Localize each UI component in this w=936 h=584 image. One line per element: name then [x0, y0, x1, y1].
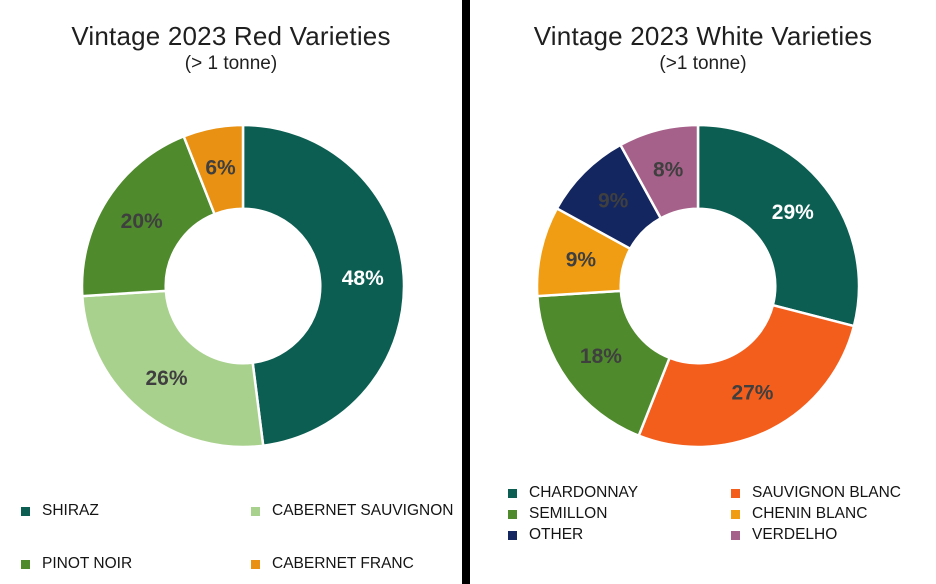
- legend-label-cabernet-franc: CABERNET FRANC: [272, 555, 414, 572]
- legend-label-chardonnay: CHARDONNAY: [529, 484, 639, 501]
- legend-swatch-semillon: [508, 509, 517, 519]
- legend-label-chenin-blanc: CHENIN BLANC: [752, 505, 868, 522]
- segment-pinot-noir: [80, 135, 216, 298]
- legend-swatch-shiraz: [21, 506, 30, 516]
- legend-label-pinot-noir: PINOT NOIR: [42, 555, 133, 572]
- legend-item-chardonnay: CHARDONNAY: [508, 484, 638, 502]
- white-varieties-subtitle: (>1 tonne): [659, 53, 747, 74]
- segment-shiraz: [241, 123, 406, 447]
- legend-item-chenin-blanc: CHENIN BLANC: [731, 505, 867, 523]
- segment-chardonnay: [696, 123, 861, 328]
- data-label-sauvignon-blanc: 27%: [731, 381, 773, 404]
- white-varieties-donut: 29% 27% 18% 9% 9% 8%: [535, 123, 861, 449]
- data-label-semillon: 18%: [580, 345, 622, 368]
- legend-label-sauvignon-blanc: SAUVIGNON BLANC: [752, 484, 902, 501]
- segment-sauvignon-blanc: [637, 303, 856, 449]
- legend-item-pinot-noir: PINOT NOIR: [21, 555, 132, 573]
- legend-swatch-pinot-noir: [21, 559, 30, 569]
- data-label-pinot-noir: 20%: [121, 210, 163, 233]
- data-label-chenin-blanc: 9%: [566, 248, 597, 271]
- legend-item-shiraz: SHIRAZ: [21, 502, 99, 520]
- red-varieties-subtitle: (> 1 tonne): [184, 53, 278, 74]
- legend-item-other: OTHER: [508, 526, 583, 544]
- segment-cabernet-sauvignon: [81, 289, 265, 449]
- legend-label-other: OTHER: [529, 526, 584, 543]
- white-varieties-header: Vintage 2023 White Varieties (>1 tonne): [470, 20, 936, 76]
- data-label-shiraz: 48%: [342, 267, 384, 290]
- legend-item-cabernet-sauvignon: CABERNET SAUVIGNON: [251, 502, 453, 520]
- data-label-cabernet-sauvignon: 26%: [145, 367, 187, 390]
- legend-item-cabernet-franc: CABERNET FRANC: [251, 555, 414, 573]
- legend-item-sauvignon-blanc: SAUVIGNON BLANC: [731, 484, 901, 502]
- legend-swatch-other: [508, 530, 517, 540]
- panel-divider: [462, 0, 470, 584]
- legend-item-semillon: SEMILLON: [508, 505, 607, 523]
- white-varieties-title: Vintage 2023 White Varieties: [533, 21, 873, 51]
- legend-swatch-verdelho: [731, 530, 740, 540]
- legend-label-shiraz: SHIRAZ: [42, 502, 99, 519]
- legend-label-cabernet-sauvignon: CABERNET SAUVIGNON: [272, 502, 454, 519]
- data-label-other: 9%: [598, 190, 629, 213]
- legend-item-verdelho: VERDELHO: [731, 526, 837, 544]
- legend-swatch-chenin-blanc: [731, 509, 740, 519]
- legend-swatch-sauvignon-blanc: [731, 488, 740, 498]
- red-varieties-title: Vintage 2023 Red Varieties: [71, 21, 391, 51]
- legend-label-verdelho: VERDELHO: [752, 526, 838, 543]
- segment-verdelho: [619, 123, 700, 220]
- red-varieties-donut: 48% 26% 20% 6%: [80, 123, 406, 449]
- segment-semillon: [536, 289, 671, 437]
- legend-swatch-cabernet-sauvignon: [251, 506, 260, 516]
- data-label-verdelho: 8%: [653, 158, 684, 181]
- data-label-chardonnay: 29%: [772, 201, 814, 224]
- legend-swatch-chardonnay: [508, 488, 517, 498]
- data-label-cabernet-franc: 6%: [205, 157, 236, 180]
- segment-cabernet-franc: [182, 123, 245, 216]
- red-varieties-header: Vintage 2023 Red Varieties (> 1 tonne): [0, 20, 462, 76]
- legend-swatch-cabernet-franc: [251, 559, 260, 569]
- legend-label-semillon: SEMILLON: [529, 505, 608, 522]
